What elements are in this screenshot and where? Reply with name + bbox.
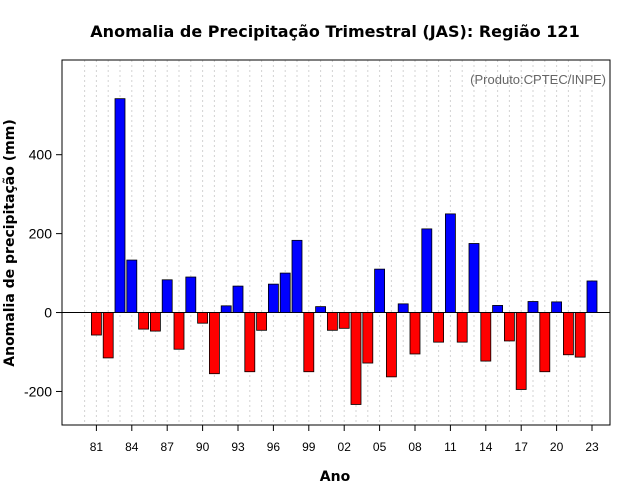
bar-2008	[409, 312, 421, 355]
bar-1999	[303, 312, 315, 373]
bar-1981	[91, 312, 102, 336]
bar-1990	[197, 312, 209, 324]
x-tick-label: 02	[338, 440, 352, 454]
x-axis: 81 84 87 90 93 96 99 02 05 08 11 14 17 20 23	[90, 425, 599, 454]
bar-1984	[126, 259, 138, 313]
y-tick-label: 0	[44, 305, 52, 321]
plot-frame	[61, 59, 611, 426]
bar-1994	[244, 312, 256, 373]
x-tick-label: 08	[408, 440, 422, 454]
bar-2016	[503, 312, 515, 342]
x-tick-label: 05	[373, 440, 387, 454]
x-axis-label: Ano	[320, 469, 351, 485]
bar-2014	[480, 312, 492, 362]
x-tick-label: 81	[90, 440, 104, 454]
bar-1997	[279, 272, 291, 313]
annotation-source: (Produto:CPTEC/INPE)	[470, 72, 606, 87]
bar-2015	[492, 305, 504, 313]
x-tick-label: 23	[585, 440, 599, 454]
x-tick-label: 20	[550, 440, 564, 454]
x-tick-label: 93	[231, 440, 245, 454]
bar-1983	[114, 98, 126, 313]
bar-2001	[326, 312, 338, 331]
bar-2012	[456, 312, 468, 343]
bar-2004	[362, 312, 374, 364]
bar-2021	[563, 312, 574, 356]
x-tick-label: 14	[479, 440, 493, 454]
bar-1995	[256, 312, 268, 331]
x-tick-label: 96	[267, 440, 281, 454]
bar-1987	[161, 279, 173, 313]
bar-2007	[397, 303, 409, 313]
y-axis-label: Anomalia de precipitação (mm)	[2, 119, 18, 366]
bar-1991	[208, 312, 220, 375]
y-axis: -200 0 200 400	[24, 147, 62, 399]
bar-1988	[173, 312, 185, 350]
bar-2003	[350, 312, 362, 405]
bar-1985	[138, 312, 150, 330]
bar-2020	[551, 301, 562, 313]
x-tick-label: 90	[196, 440, 210, 454]
x-tick-label: 17	[515, 440, 529, 454]
grid-lines	[84, 60, 593, 425]
x-tick-label: 84	[125, 440, 139, 454]
bar-2005	[374, 268, 386, 313]
bar-1993	[232, 285, 244, 313]
bar-2006	[385, 312, 397, 378]
y-tick-label: 200	[29, 226, 53, 242]
bar-2023	[586, 280, 598, 313]
bar-2019	[539, 312, 551, 373]
bar-2022	[574, 312, 586, 358]
bar-2017	[515, 312, 527, 390]
bar-2009	[421, 228, 433, 313]
bar-1982	[102, 312, 114, 359]
y-tick-label: 400	[29, 147, 53, 163]
bar-1998	[291, 239, 303, 313]
bar-2013	[468, 243, 480, 313]
bar-1996	[267, 283, 279, 313]
x-tick-label: 87	[161, 440, 175, 454]
bar-2010	[433, 312, 445, 343]
bar-1989	[185, 276, 197, 313]
x-tick-label: 11	[444, 440, 457, 454]
x-tick-label: 99	[302, 440, 316, 454]
chart-title: Anomalia de Precipitação Trimestral (JAS…	[90, 22, 579, 41]
bar-2002	[338, 312, 350, 329]
bars	[91, 98, 598, 405]
bar-1986	[149, 312, 161, 332]
bar-1992	[220, 305, 232, 313]
bar-2011	[444, 213, 456, 313]
bar-2018	[527, 301, 539, 313]
bar-2000	[315, 306, 327, 313]
y-tick-label: -200	[24, 383, 52, 399]
